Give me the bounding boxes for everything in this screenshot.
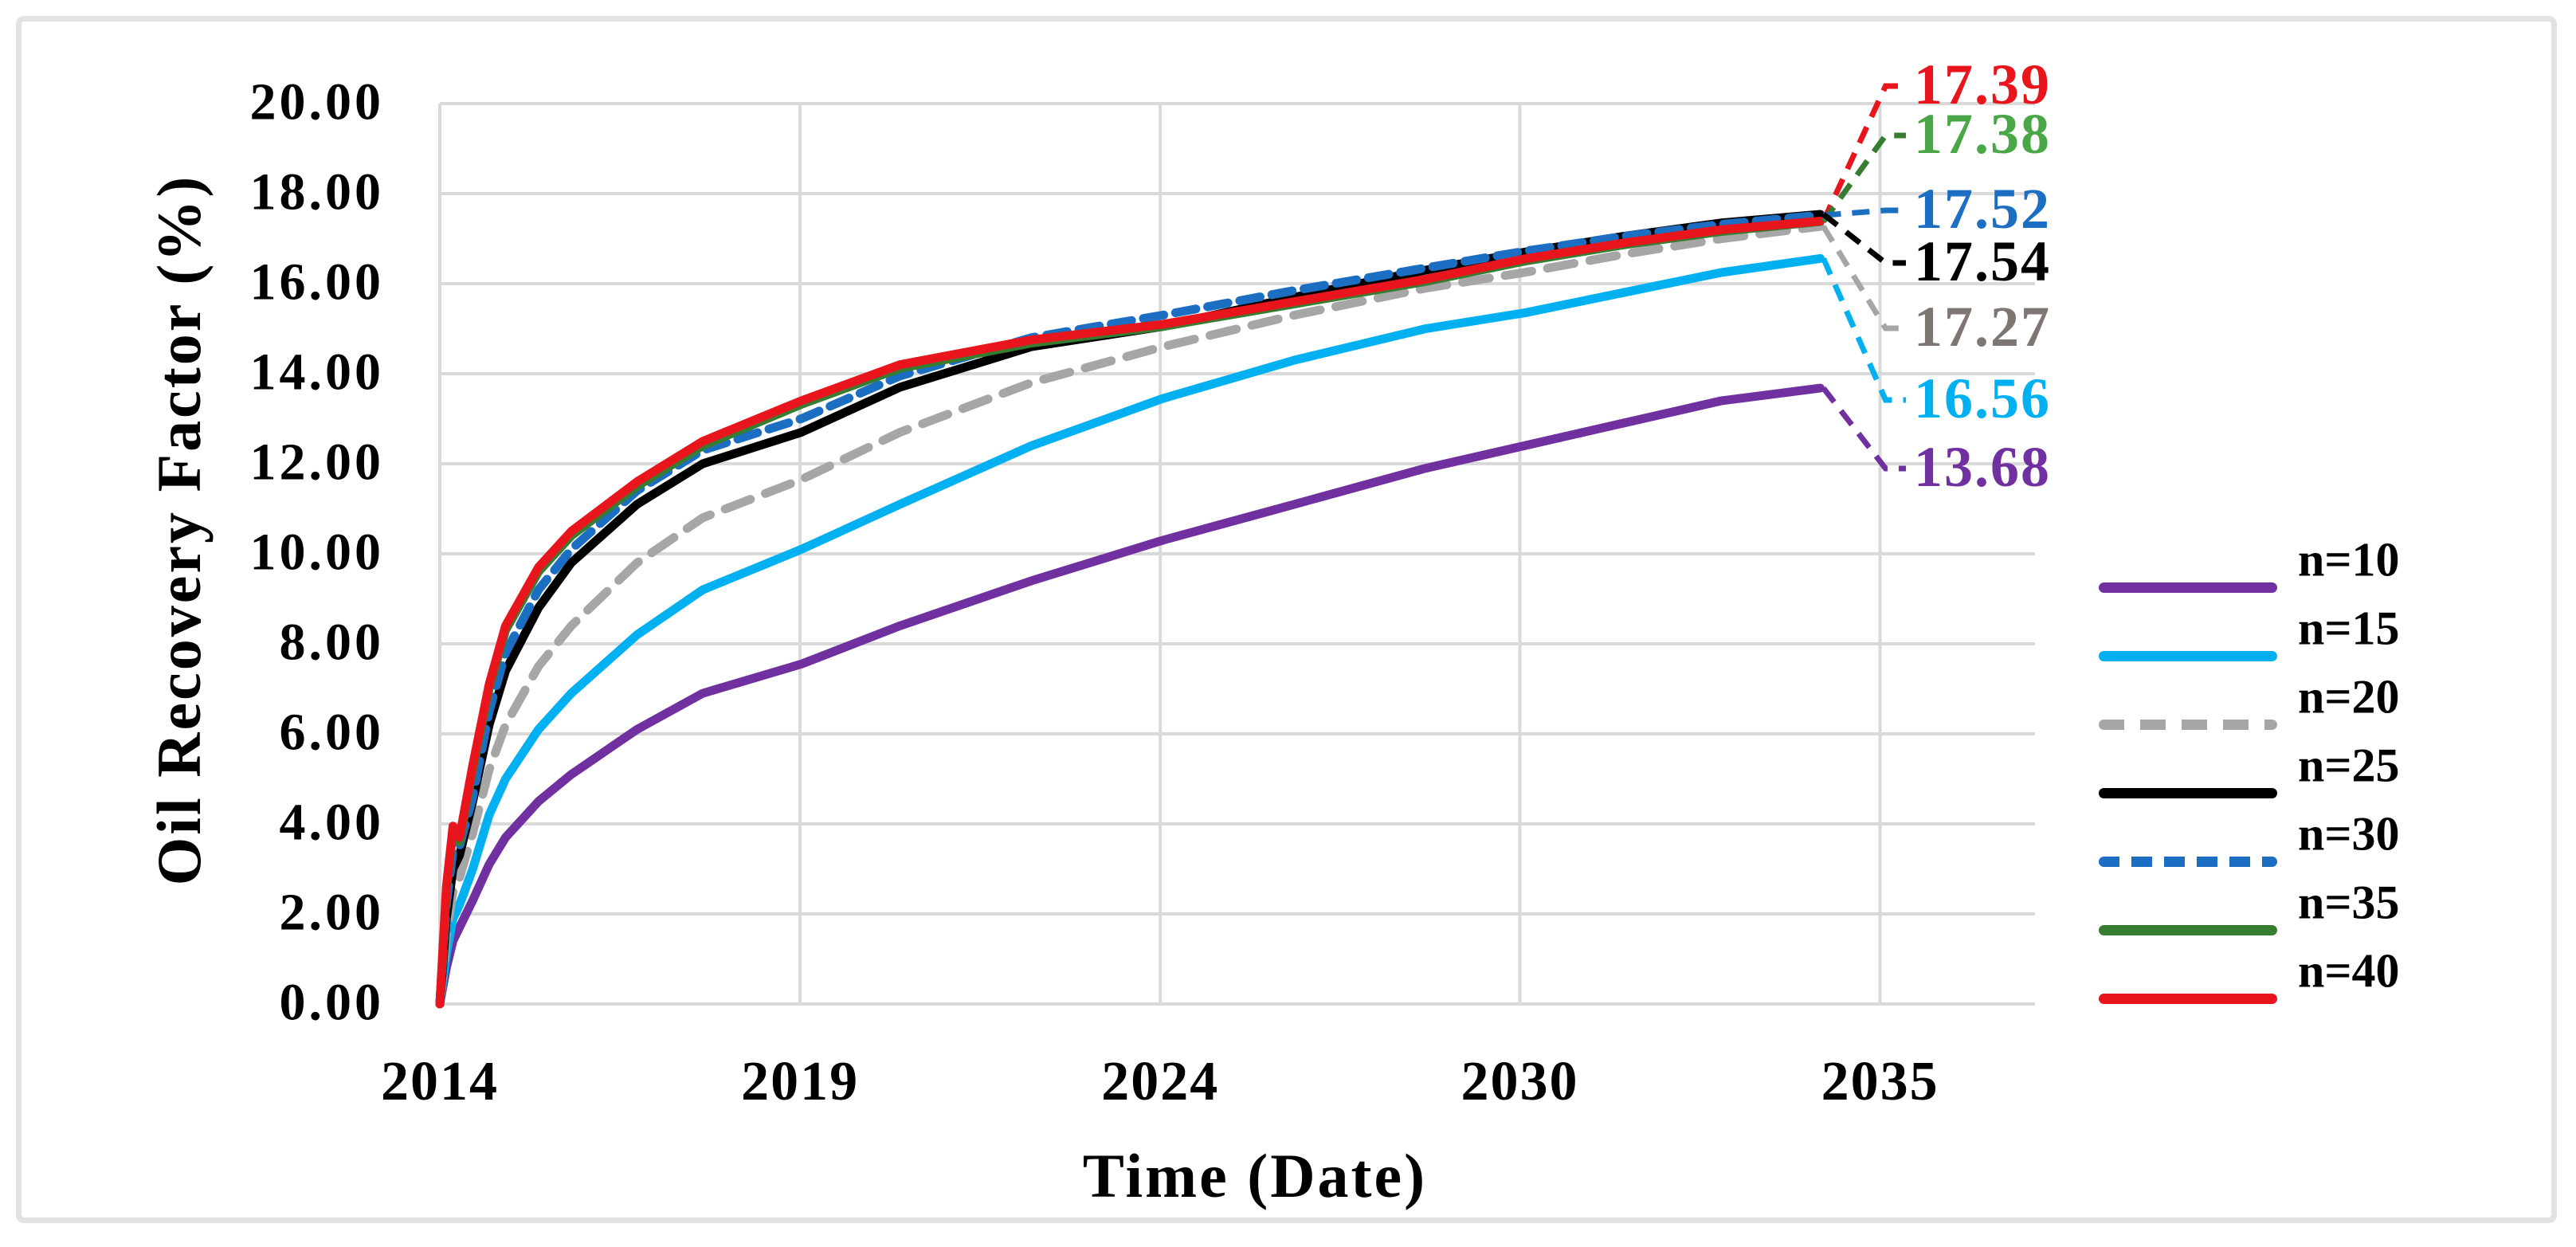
- legend-label: n=20: [2298, 670, 2400, 723]
- legend-label: n=35: [2298, 876, 2400, 928]
- leader-line-n40: [1821, 83, 1906, 222]
- end-label-n20: 17.27: [1914, 294, 2051, 359]
- leader-line-n25: [1821, 212, 1906, 266]
- end-label-n40: 17.39: [1914, 52, 2051, 116]
- leader-line-n10: [1821, 386, 1906, 472]
- y-tick-label: 0.00: [279, 973, 384, 1032]
- x-tick-label: 2014: [381, 1051, 499, 1112]
- legend-line-swatch: [2099, 994, 2277, 1004]
- y-tick-label: 20.00: [249, 73, 384, 131]
- y-tick-label: 10.00: [249, 523, 384, 582]
- chart-border: [16, 16, 2557, 1223]
- end-label-n10: 13.68: [1914, 434, 2051, 499]
- x-tick-label: 2030: [1461, 1051, 1579, 1112]
- end-label-n30: 17.52: [1914, 176, 2051, 241]
- x-tick-label: 2024: [1101, 1051, 1220, 1112]
- curve-n15: [435, 253, 1825, 1009]
- y-tick-label: 16.00: [249, 253, 384, 312]
- x-tick-label: 2035: [1821, 1051, 1939, 1112]
- end-label-n15: 16.56: [1914, 366, 2051, 430]
- curve-n40: [435, 217, 1825, 1009]
- legend-line-swatch: [2099, 720, 2277, 730]
- y-tick-label: 18.00: [249, 163, 384, 222]
- x-tick-label: 2019: [741, 1051, 860, 1112]
- legend-line-swatch: [2099, 651, 2277, 661]
- legend-label: n=15: [2298, 602, 2400, 654]
- y-tick-label: 8.00: [279, 613, 384, 672]
- leader-line-n15: [1821, 257, 1906, 403]
- legend-label: n=25: [2298, 739, 2400, 791]
- curve-n20: [435, 222, 1825, 1009]
- legend-label: n=30: [2298, 807, 2400, 860]
- y-tick-label: 12.00: [249, 433, 384, 492]
- legend-line-swatch: [2099, 857, 2277, 867]
- legend-line-swatch: [2099, 788, 2277, 798]
- end-label-n25: 17.54: [1914, 229, 2051, 293]
- legend-line-swatch: [2099, 582, 2277, 593]
- x-axis-title: Time (Date): [1082, 1141, 1428, 1210]
- end-label-n35: 17.38: [1914, 101, 2051, 166]
- legend-line-swatch: [2099, 925, 2277, 935]
- curve-n10: [435, 383, 1825, 1009]
- y-tick-label: 6.00: [279, 703, 384, 762]
- leader-line-n35: [1821, 132, 1906, 224]
- y-tick-label: 2.00: [279, 883, 384, 942]
- legend-label: n=40: [2298, 944, 2400, 997]
- y-tick-label: 14.00: [249, 343, 384, 402]
- legend-label: n=10: [2298, 533, 2400, 586]
- leader-line-n30: [1823, 207, 1906, 218]
- y-tick-label: 4.00: [279, 793, 384, 852]
- leader-line-n20: [1821, 225, 1906, 331]
